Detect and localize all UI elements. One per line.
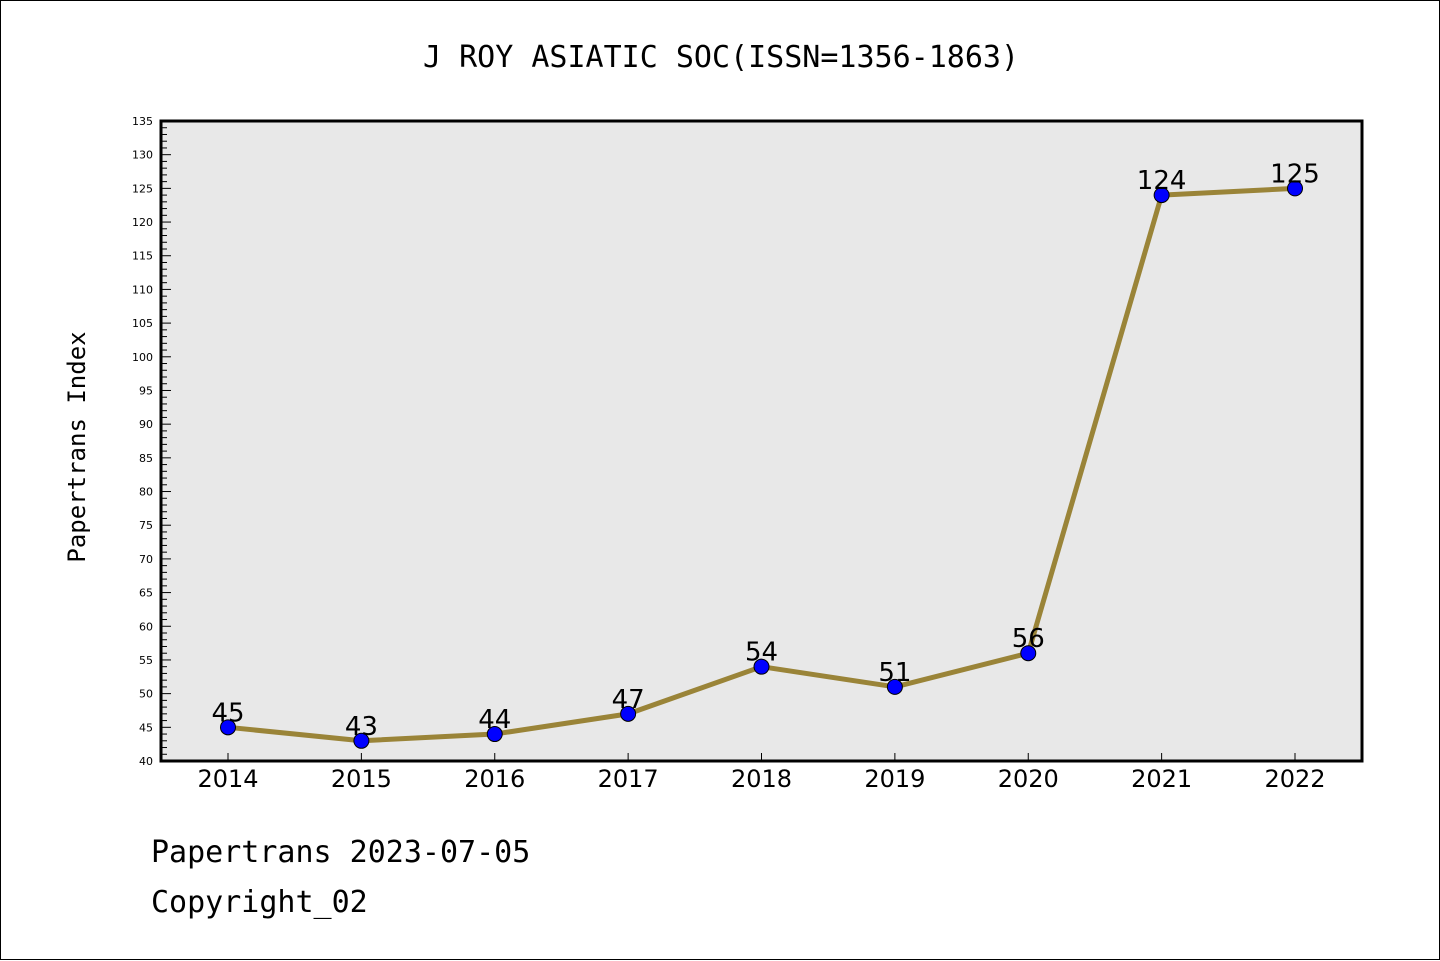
y-axis-label: Papertrans Index [63, 331, 91, 562]
x-tick-label: 2020 [998, 765, 1059, 793]
data-label: 47 [612, 685, 645, 715]
data-label: 56 [1012, 624, 1045, 654]
data-label: 51 [878, 658, 911, 688]
x-tick-label: 2017 [598, 765, 659, 793]
data-point [753, 658, 770, 675]
series-group: 45 43 44 47 54 51 56 124 125 [211, 159, 1320, 749]
y-tick-label: 115 [132, 250, 153, 263]
data-label: 54 [745, 638, 778, 668]
y-tick-label: 50 [139, 688, 153, 701]
data-point [886, 678, 903, 695]
data-point [486, 726, 503, 743]
y-tick-label: 60 [139, 620, 153, 633]
y-tick-label: 90 [139, 418, 153, 431]
y-tick-label: 40 [139, 755, 153, 768]
data-point [620, 705, 637, 722]
data-label: 44 [478, 705, 511, 735]
y-tick-label: 125 [132, 182, 153, 195]
plot-area [161, 121, 1362, 761]
y-tick-label: 45 [139, 721, 153, 734]
data-point [353, 732, 370, 749]
data-point [1287, 180, 1303, 197]
data-label: 43 [345, 712, 378, 742]
y-tick-label: 100 [132, 351, 153, 364]
data-point [1153, 187, 1170, 204]
y-tick-label: 80 [139, 486, 153, 499]
x-tick-label: 2015 [331, 765, 392, 793]
y-tick-label: 135 [132, 115, 153, 128]
x-tick-label: 2018 [731, 765, 792, 793]
data-label: 124 [1137, 166, 1187, 196]
x-tick-label: 2019 [864, 765, 925, 793]
y-tick-label: 65 [139, 587, 153, 600]
y-tick-label: 110 [132, 283, 153, 296]
y-tick-label: 75 [139, 519, 153, 532]
x-tick-label: 2014 [197, 765, 258, 793]
data-point [220, 719, 236, 736]
x-tick-label: 2016 [464, 765, 525, 793]
chart-title: J ROY ASIATIC SOC(ISSN=1356-1863) [423, 40, 1019, 75]
footer-date: Papertrans 2023-07-05 [151, 835, 531, 870]
y-tick-label: 120 [132, 216, 153, 229]
plot-border [159, 119, 1364, 763]
data-label: 45 [211, 698, 244, 728]
y-tick-label: 55 [139, 654, 153, 667]
y-tick-label: 105 [132, 317, 153, 330]
x-tick-label: 2021 [1131, 765, 1192, 793]
data-point [1020, 645, 1037, 662]
y-tick-label: 95 [139, 384, 153, 397]
y-tick-label: 70 [139, 553, 153, 566]
y-tick-label: 130 [132, 149, 153, 162]
x-axis: 2014 2015 2016 2017 2018 2019 2020 2021 2022 [197, 753, 1326, 793]
footer-copyright: Copyright_02 [151, 885, 368, 920]
y-tick-label: 85 [139, 452, 153, 465]
data-label: 125 [1270, 159, 1320, 189]
y-axis: 40 45 50 55 60 65 70 75 80 85 90 95 100 105 110 115 120 1… [132, 115, 171, 768]
x-tick-label: 2022 [1264, 765, 1325, 793]
